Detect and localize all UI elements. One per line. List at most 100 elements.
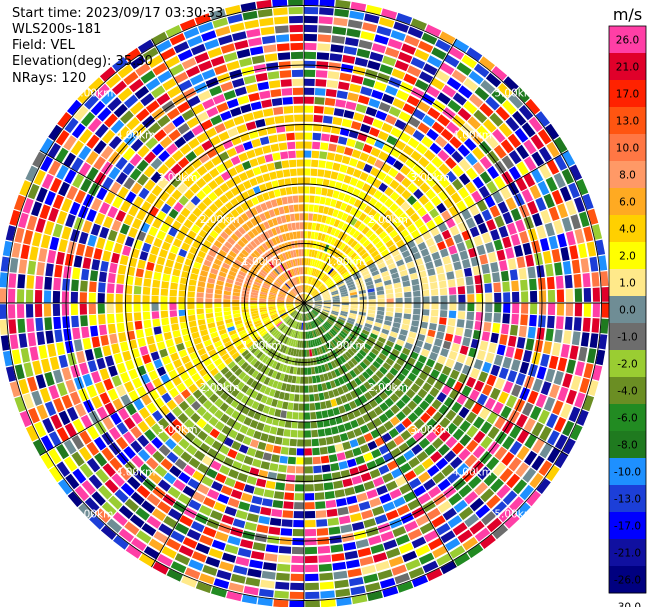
range-gate	[511, 314, 519, 325]
range-gate	[536, 225, 546, 239]
colorbar-tick-label: -1.0	[617, 332, 638, 344]
range-gate	[198, 281, 206, 287]
range-gate	[107, 206, 118, 218]
range-gate	[112, 375, 122, 387]
range-gate	[190, 273, 198, 280]
range-gate	[484, 283, 492, 293]
range-gate	[83, 374, 93, 387]
range-gate	[102, 345, 111, 356]
range-gate	[503, 212, 514, 225]
range-gate	[562, 373, 572, 388]
range-gate	[412, 285, 420, 291]
range-gate	[207, 283, 215, 289]
range-gate	[377, 311, 384, 316]
range-gate	[339, 461, 349, 470]
range-gate	[507, 223, 517, 235]
range-gate	[494, 215, 504, 227]
range-gate	[237, 473, 248, 483]
range-gate	[307, 249, 310, 256]
range-gate	[454, 362, 464, 372]
range-gate	[374, 81, 387, 91]
colorbar-tick-label: -30.0	[614, 602, 641, 608]
range-gate	[253, 542, 266, 551]
range-gate	[290, 43, 303, 50]
range-gate	[265, 117, 275, 126]
colorbar-tick-label: -10.0	[614, 467, 641, 479]
range-gate	[162, 325, 170, 333]
range-gate	[485, 352, 494, 363]
range-gate	[260, 507, 271, 516]
range-gate	[458, 303, 465, 311]
range-gate	[81, 269, 89, 281]
range-gate	[391, 30, 406, 41]
range-gate	[356, 539, 369, 549]
range-gate	[336, 498, 347, 507]
range-gate	[296, 222, 300, 229]
range-gate	[317, 528, 329, 536]
range-gate	[54, 330, 63, 343]
range-gate	[457, 242, 466, 252]
range-gate	[344, 487, 355, 496]
range-gate	[427, 330, 435, 338]
range-gate	[505, 346, 514, 358]
range-gate	[378, 569, 393, 580]
range-gate	[214, 123, 226, 133]
range-gate	[374, 139, 385, 149]
range-gate	[260, 165, 269, 174]
range-gate	[366, 461, 377, 471]
range-gate	[10, 258, 19, 273]
range-gate	[304, 231, 308, 238]
range-gate	[395, 293, 402, 298]
range-gate	[268, 527, 280, 535]
colorbar-tick-label: -17.0	[614, 521, 641, 533]
range-gate	[335, 444, 344, 452]
range-gate	[145, 234, 155, 244]
range-gate	[265, 444, 274, 453]
range-gate	[517, 337, 526, 349]
range-gate	[8, 289, 15, 303]
range-gate	[578, 347, 587, 362]
range-gate	[383, 502, 396, 513]
range-gate	[305, 430, 312, 437]
range-gate	[273, 7, 288, 15]
range-gate	[511, 384, 522, 397]
range-gate	[453, 261, 462, 270]
range-gate	[376, 485, 388, 495]
range-gate	[268, 71, 280, 79]
range-gate	[188, 309, 195, 315]
range-gate	[255, 450, 264, 459]
range-gate	[318, 546, 331, 554]
range-gate	[284, 115, 294, 123]
range-gate	[305, 439, 312, 446]
range-gate	[477, 245, 486, 256]
range-gate	[314, 106, 324, 114]
range-gate	[296, 376, 300, 383]
range-gate	[290, 592, 304, 599]
range-gate	[218, 523, 231, 534]
range-gate	[332, 26, 346, 35]
range-gate	[300, 222, 304, 229]
range-gate	[485, 313, 493, 322]
range-gate	[502, 357, 512, 369]
range-gate	[286, 187, 292, 195]
range-gate	[273, 600, 288, 608]
range-gate	[273, 500, 284, 508]
range-gate	[312, 376, 317, 383]
range-gate	[379, 102, 391, 112]
range-ring-label: 3.00km	[158, 172, 198, 184]
range-gate	[144, 320, 152, 329]
range-gate	[0, 288, 6, 303]
range-gate	[502, 313, 510, 323]
range-gate	[410, 273, 418, 280]
range-gate	[592, 365, 602, 381]
range-gate	[223, 457, 234, 467]
range-gate	[337, 90, 348, 99]
range-gate	[262, 498, 273, 507]
range-gate	[410, 326, 418, 333]
range-gate	[465, 239, 474, 249]
range-gate	[348, 504, 360, 513]
range-gate	[357, 49, 371, 59]
range-gate	[340, 524, 352, 533]
range-gate	[270, 518, 282, 526]
range-gate	[237, 49, 251, 59]
